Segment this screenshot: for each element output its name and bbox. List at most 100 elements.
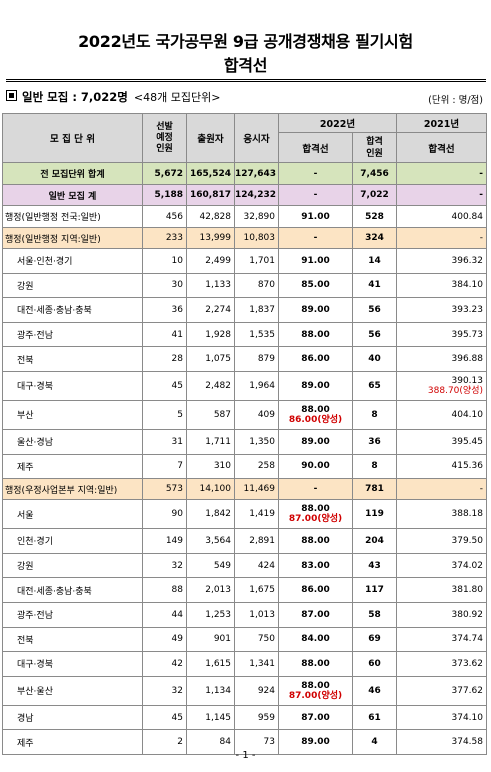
- cell-cutoff-2022-value: -: [313, 190, 318, 200]
- cell-takers-value: 10,803: [243, 233, 276, 243]
- cell-passed: 46: [352, 675, 397, 706]
- cell-unit-name: 서울·인천·경기: [2, 248, 143, 274]
- cell-planned: 49: [142, 626, 187, 653]
- cell-cutoff-2022-value: 88.00: [301, 504, 330, 515]
- cell-planned-value: 233: [165, 233, 183, 243]
- cell-takers-value: 750: [257, 634, 275, 645]
- cutoff-table: 모 집 단 위 선발 예정 인원 출원자 응시자 2022년 2021년 합격선…: [2, 113, 487, 755]
- cell-planned-value: 41: [171, 329, 183, 340]
- cell-cutoff-2021: -: [396, 227, 487, 249]
- cell-takers-value: 1,419: [249, 509, 275, 520]
- cell-cutoff-2022-value: 88.00: [301, 680, 330, 691]
- cell-passed-value: 7,022: [360, 190, 389, 200]
- cell-passed-value: 36: [368, 436, 381, 447]
- cell-planned-value: 10: [171, 255, 183, 266]
- table-body: 전 모집단위 합계 5,672 165,524 127,643-7,456- 일반 모집…: [2, 162, 487, 755]
- cell-unit-name: 서울: [2, 499, 143, 530]
- cell-passed-value: 4: [371, 737, 378, 748]
- cell-applicants-value: 1,615: [205, 658, 231, 669]
- cell-cutoff-2021-value: -: [479, 233, 483, 243]
- cell-cutoff-2022: 90.00: [278, 453, 353, 480]
- cell-cutoff-2021: 374.58: [396, 729, 487, 755]
- cell-unit-name: 대구·경북: [2, 370, 143, 401]
- cell-cutoff-2021: 374.02: [396, 552, 487, 579]
- cell-applicants: 42,828: [186, 205, 235, 228]
- cell-takers-value: 11,469: [243, 484, 276, 495]
- cell-cutoff-2022-value: 88.00: [301, 658, 330, 669]
- cell-cutoff-2022: 88.00: [278, 651, 353, 677]
- cell-takers-value: 1,675: [249, 585, 275, 596]
- cell-planned-value: 36: [171, 304, 183, 315]
- cell-passed-value: 43: [368, 560, 381, 571]
- cell-unit-name-value: 부산: [17, 411, 34, 422]
- cell-passed-value: 69: [368, 634, 381, 645]
- cell-takers-value: 258: [257, 461, 275, 472]
- title-line-1: 2022년도 국가공무원 9급 공개경쟁채용 필기시험: [78, 32, 413, 51]
- cell-planned-value: 45: [171, 712, 183, 723]
- cell-passed-value: 58: [368, 609, 381, 620]
- cell-takers-value: 1,013: [249, 609, 275, 620]
- cell-unit-name: 강원: [2, 272, 143, 299]
- cell-applicants-value: 42,828: [199, 211, 232, 222]
- cell-planned: 7: [142, 453, 187, 480]
- cell-2021-gender-balance: 388.70(양성): [427, 385, 483, 396]
- cell-takers: 258: [234, 453, 279, 480]
- cell-unit-name: 울산·경남: [2, 428, 143, 455]
- cell-takers: 1,350: [234, 428, 279, 455]
- cell-cutoff-2021-value: 377.62: [451, 685, 484, 696]
- cell-cutoff-2021-value: 400.84: [451, 211, 484, 222]
- cell-cutoff-2021-value: -: [479, 484, 483, 495]
- cell-passed-value: 8: [371, 409, 378, 420]
- cell-planned-value: 7: [177, 461, 183, 472]
- table-row: 일반 모집 계 5,188 160,817 124,232 - 7,022 -: [2, 184, 487, 206]
- cell-cutoff-2021: 415.36: [396, 453, 487, 480]
- cell-cutoff-2021-value: 395.45: [451, 436, 484, 447]
- cell-applicants: 1,253: [186, 601, 235, 628]
- cell-applicants: 2,274: [186, 297, 235, 323]
- cell-passed: 8: [352, 399, 397, 430]
- cell-planned-value: 44: [171, 609, 183, 620]
- title-divider: [6, 79, 486, 82]
- cell-applicants: 2,499: [186, 248, 235, 274]
- cell-planned: 233: [142, 227, 187, 249]
- cell-passed-value: 40: [368, 354, 381, 365]
- cell-passed: 40: [352, 346, 397, 372]
- cell-applicants: 1,133: [186, 272, 235, 299]
- cell-planned: 32: [142, 552, 187, 579]
- cell-passed: 41: [352, 272, 397, 299]
- cell-planned: 41: [142, 321, 187, 348]
- table-row: 전북 28 1,075 879 86.00 40 396.88: [2, 346, 487, 372]
- cell-planned-value: 573: [165, 484, 183, 495]
- cell-unit-name-value: 광주·전남: [17, 611, 53, 622]
- cell-cutoff-2022: 88.00: [278, 321, 353, 348]
- cell-cutoff-2022: 91.00: [278, 248, 353, 274]
- cell-unit-name-value: 서울·인천·경기: [17, 257, 73, 268]
- cell-applicants: 14,100: [186, 478, 235, 501]
- cell-takers: 10,803: [234, 227, 279, 249]
- cell-cutoff-2021: 396.32: [396, 248, 487, 274]
- cell-cutoff-2022-value: 84.00: [301, 634, 330, 645]
- cell-planned-value: 42: [171, 658, 183, 669]
- cell-applicants: 587: [186, 399, 235, 430]
- cell-planned: 88: [142, 577, 187, 603]
- cell-unit-name: 광주·전남: [2, 601, 143, 628]
- table-row: 제주 7 310 258 90.00 8 415.36: [2, 453, 487, 480]
- cell-cutoff-2021-value: 415.36: [451, 461, 484, 472]
- cell-applicants: 2,482: [186, 370, 235, 401]
- cell-takers: 1,341: [234, 651, 279, 677]
- header-planned: 선발 예정 인원: [142, 113, 187, 163]
- cell-passed: 36: [352, 428, 397, 455]
- cell-takers: 32,890: [234, 205, 279, 228]
- cell-cutoff-2021: 379.50: [396, 528, 487, 554]
- table-row: 울산·경남 31 1,711 1,350 89.00 36 395.45: [2, 428, 487, 455]
- cell-applicants-value: 1,134: [205, 685, 231, 696]
- cell-applicants: 1,075: [186, 346, 235, 372]
- table-row: 대구·경북 42 1,615 1,341 88.00 60 373.62: [2, 651, 487, 677]
- cell-takers-value: 1,964: [249, 380, 275, 391]
- cell-takers: 11,469: [234, 478, 279, 501]
- cell-applicants-value: 14,100: [199, 484, 232, 495]
- cell-cutoff-2022: 88.00 87.00(양성): [278, 675, 353, 706]
- cell-takers-value: 1,837: [249, 304, 275, 315]
- cell-cutoff-gender-balance: 86.00(양성): [288, 414, 343, 425]
- cell-planned-value: 45: [171, 380, 183, 391]
